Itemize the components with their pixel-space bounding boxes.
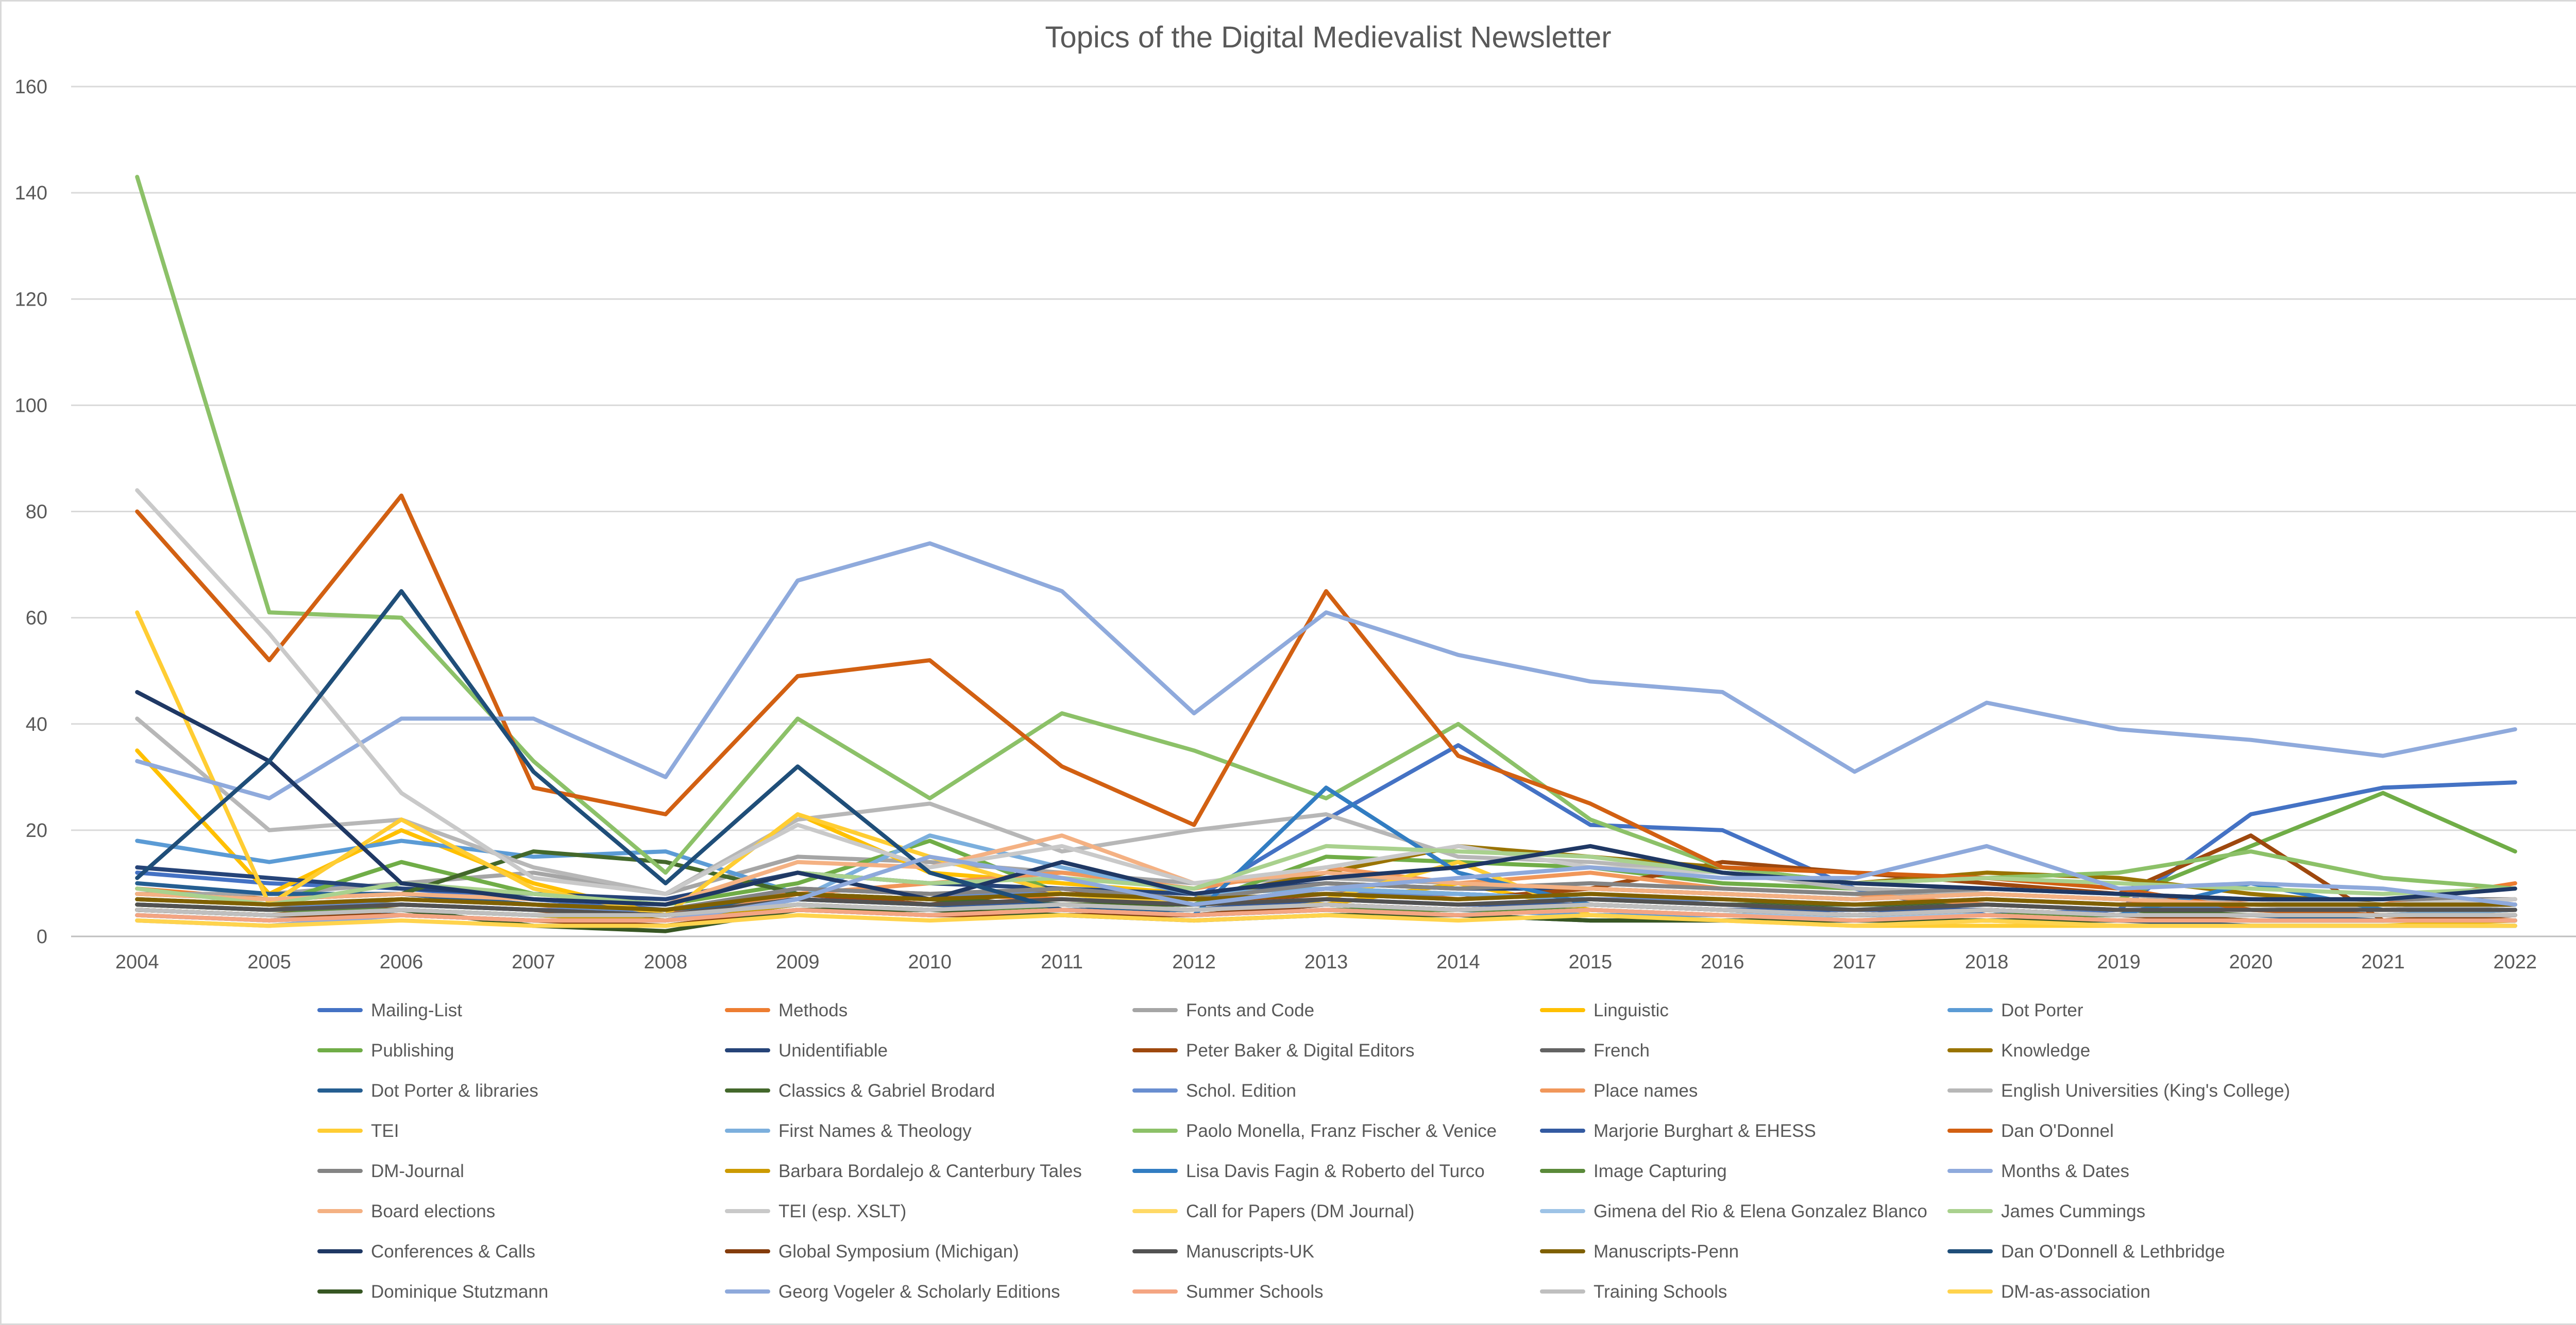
legend-label: Publishing	[371, 1041, 454, 1061]
legend-label: Summer Schools	[1186, 1282, 1323, 1302]
x-tick-label: 2004	[115, 951, 159, 973]
y-tick-label: 80	[26, 501, 47, 523]
legend-label: Paolo Monella, Franz Fischer & Venice	[1186, 1121, 1497, 1141]
x-tick-label: 2010	[908, 951, 952, 973]
legend-label: Fonts and Code	[1186, 1000, 1314, 1020]
chart-title: Topics of the Digital Medievalist Newsle…	[1045, 21, 1611, 54]
y-tick-label: 20	[26, 820, 47, 842]
legend-label: TEI (esp. XSLT)	[778, 1201, 906, 1221]
legend-label: Lisa Davis Fagin & Roberto del Turco	[1186, 1161, 1485, 1181]
legend-label: Schol. Edition	[1186, 1081, 1296, 1101]
x-tick-label: 2007	[512, 951, 555, 973]
y-tick-label: 60	[26, 608, 47, 629]
legend-label: First Names & Theology	[778, 1121, 972, 1141]
legend-label: James Cummings	[2001, 1201, 2145, 1221]
legend-label: Georg Vogeler & Scholarly Editions	[778, 1282, 1060, 1302]
legend-label: Conferences & Calls	[371, 1242, 535, 1262]
legend-label: Peter Baker & Digital Editors	[1186, 1041, 1415, 1061]
y-axis-ticks: 0 20 40 60 80 100 120 140 160	[15, 76, 47, 948]
x-tick-label: 2016	[1701, 951, 1744, 973]
legend-label: Barbara Bordalejo & Canterbury Tales	[778, 1161, 1082, 1181]
legend-label: Gimena del Rio & Elena Gonzalez Blanco	[1594, 1201, 1927, 1221]
series-line	[135, 902, 2517, 917]
legend-label: Place names	[1594, 1081, 1698, 1101]
x-axis-ticks: 2004 2005 2006 2007 2008 2009 2010 2011 2012 2013…	[115, 951, 2537, 973]
legend-label: Manuscripts-UK	[1186, 1242, 1314, 1262]
legend-label: Dan O'Donnell & Lethbridge	[2001, 1242, 2225, 1262]
legend-label: Mailing-List	[371, 1000, 462, 1020]
legend-label: TEI	[371, 1121, 399, 1141]
legend-label: Dominique Stutzmann	[371, 1282, 548, 1302]
series-line	[135, 844, 2517, 907]
legend-label: Dot Porter	[2001, 1000, 2083, 1020]
legend-label: Linguistic	[1594, 1000, 1669, 1020]
legend-label: Dan O'Donnel	[2001, 1121, 2114, 1141]
legend-label: Classics & Gabriel Brodard	[778, 1081, 995, 1101]
legend-label: Board elections	[371, 1201, 495, 1221]
legend-label: Months & Dates	[2001, 1161, 2129, 1181]
y-tick-label: 160	[15, 76, 47, 98]
legend-label: Manuscripts-Penn	[1594, 1242, 1739, 1262]
gridlines	[71, 86, 2576, 831]
x-tick-label: 2006	[380, 951, 423, 973]
series-line	[135, 892, 2517, 912]
x-tick-label: 2021	[2361, 951, 2405, 973]
x-tick-label: 2009	[776, 951, 820, 973]
x-tick-label: 2018	[1965, 951, 2009, 973]
x-tick-label: 2008	[644, 951, 688, 973]
x-tick-label: 2013	[1304, 951, 1348, 973]
y-tick-label: 0	[37, 926, 47, 948]
series-line	[135, 908, 2517, 923]
series-line	[135, 541, 2517, 800]
legend-label: Global Symposium (Michigan)	[778, 1242, 1019, 1262]
legend-label: Marjorie Burghart & EHESS	[1594, 1121, 1816, 1141]
x-tick-label: 2011	[1041, 951, 1083, 973]
x-tick-label: 2014	[1436, 951, 1480, 973]
legend-label: English Universities (King's College)	[2001, 1081, 2290, 1101]
legend-label: Call for Papers (DM Journal)	[1186, 1201, 1414, 1221]
y-tick-label: 140	[15, 182, 47, 204]
y-tick-label: 40	[26, 714, 47, 735]
x-tick-label: 2012	[1172, 951, 1216, 973]
series-line	[135, 175, 2517, 891]
y-tick-label: 100	[15, 395, 47, 416]
legend-label: French	[1594, 1041, 1650, 1061]
legend-label: Knowledge	[2001, 1041, 2090, 1061]
x-tick-label: 2019	[2097, 951, 2141, 973]
series-line	[135, 690, 2517, 907]
x-tick-label: 2020	[2229, 951, 2273, 973]
x-tick-label: 2015	[1569, 951, 1613, 973]
x-tick-label: 2005	[247, 951, 291, 973]
legend-label: Training Schools	[1594, 1282, 1727, 1302]
legend-label: DM-as-association	[2001, 1282, 2150, 1302]
series-line	[135, 897, 2517, 917]
legend-label: Unidentifiable	[778, 1041, 888, 1061]
x-tick-label: 2017	[1833, 951, 1876, 973]
legend-label: DM-Journal	[371, 1161, 464, 1181]
series-line	[135, 913, 2517, 928]
y-tick-label: 120	[15, 289, 47, 310]
series-lines	[135, 175, 2517, 933]
legend-label: Dot Porter & libraries	[371, 1081, 538, 1101]
legend-label: Methods	[778, 1000, 848, 1020]
legend: Mailing-List Methods Fonts and Code Linguis…	[317, 1000, 2290, 1302]
x-tick-label: 2022	[2494, 951, 2537, 973]
legend-label: Image Capturing	[1594, 1161, 1727, 1181]
